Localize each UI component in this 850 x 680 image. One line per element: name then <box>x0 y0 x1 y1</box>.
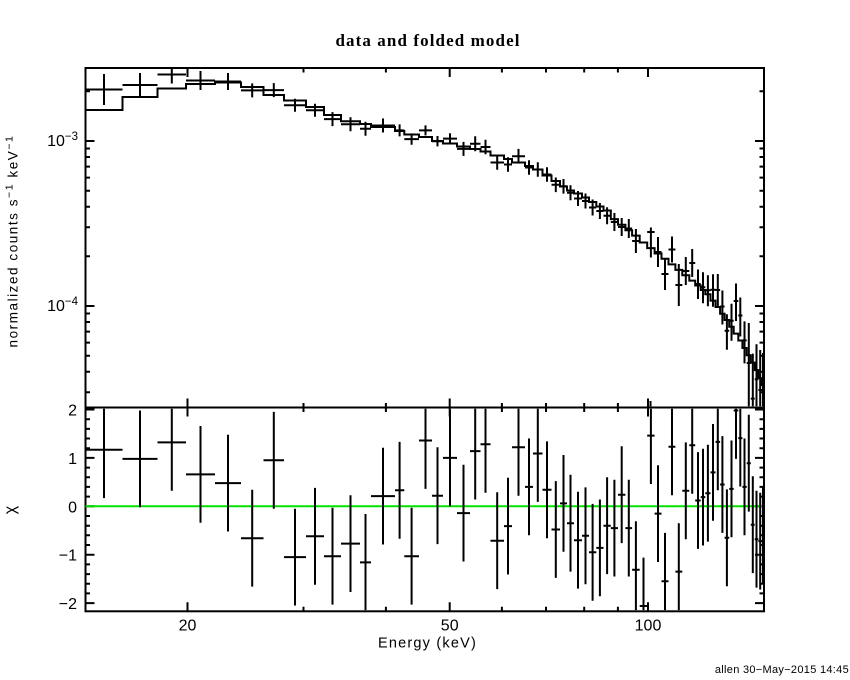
svg-text:100: 100 <box>635 617 662 634</box>
svg-text:−1: −1 <box>59 548 77 565</box>
svg-text:1: 1 <box>68 451 77 468</box>
svg-text:χ: χ <box>2 505 19 514</box>
svg-text:data and folded model: data and folded model <box>335 31 520 50</box>
svg-text:50: 50 <box>441 617 459 634</box>
svg-text:−2: −2 <box>59 596 77 613</box>
svg-text:normalized counts s−1 keV−1: normalized counts s−1 keV−1 <box>4 135 21 348</box>
svg-text:Energy (keV): Energy (keV) <box>378 636 477 652</box>
svg-text:20: 20 <box>179 617 197 634</box>
svg-text:0: 0 <box>68 499 77 516</box>
svg-text:allen 30−May−2015 14:45: allen 30−May−2015 14:45 <box>715 664 849 676</box>
svg-text:2: 2 <box>68 403 77 420</box>
